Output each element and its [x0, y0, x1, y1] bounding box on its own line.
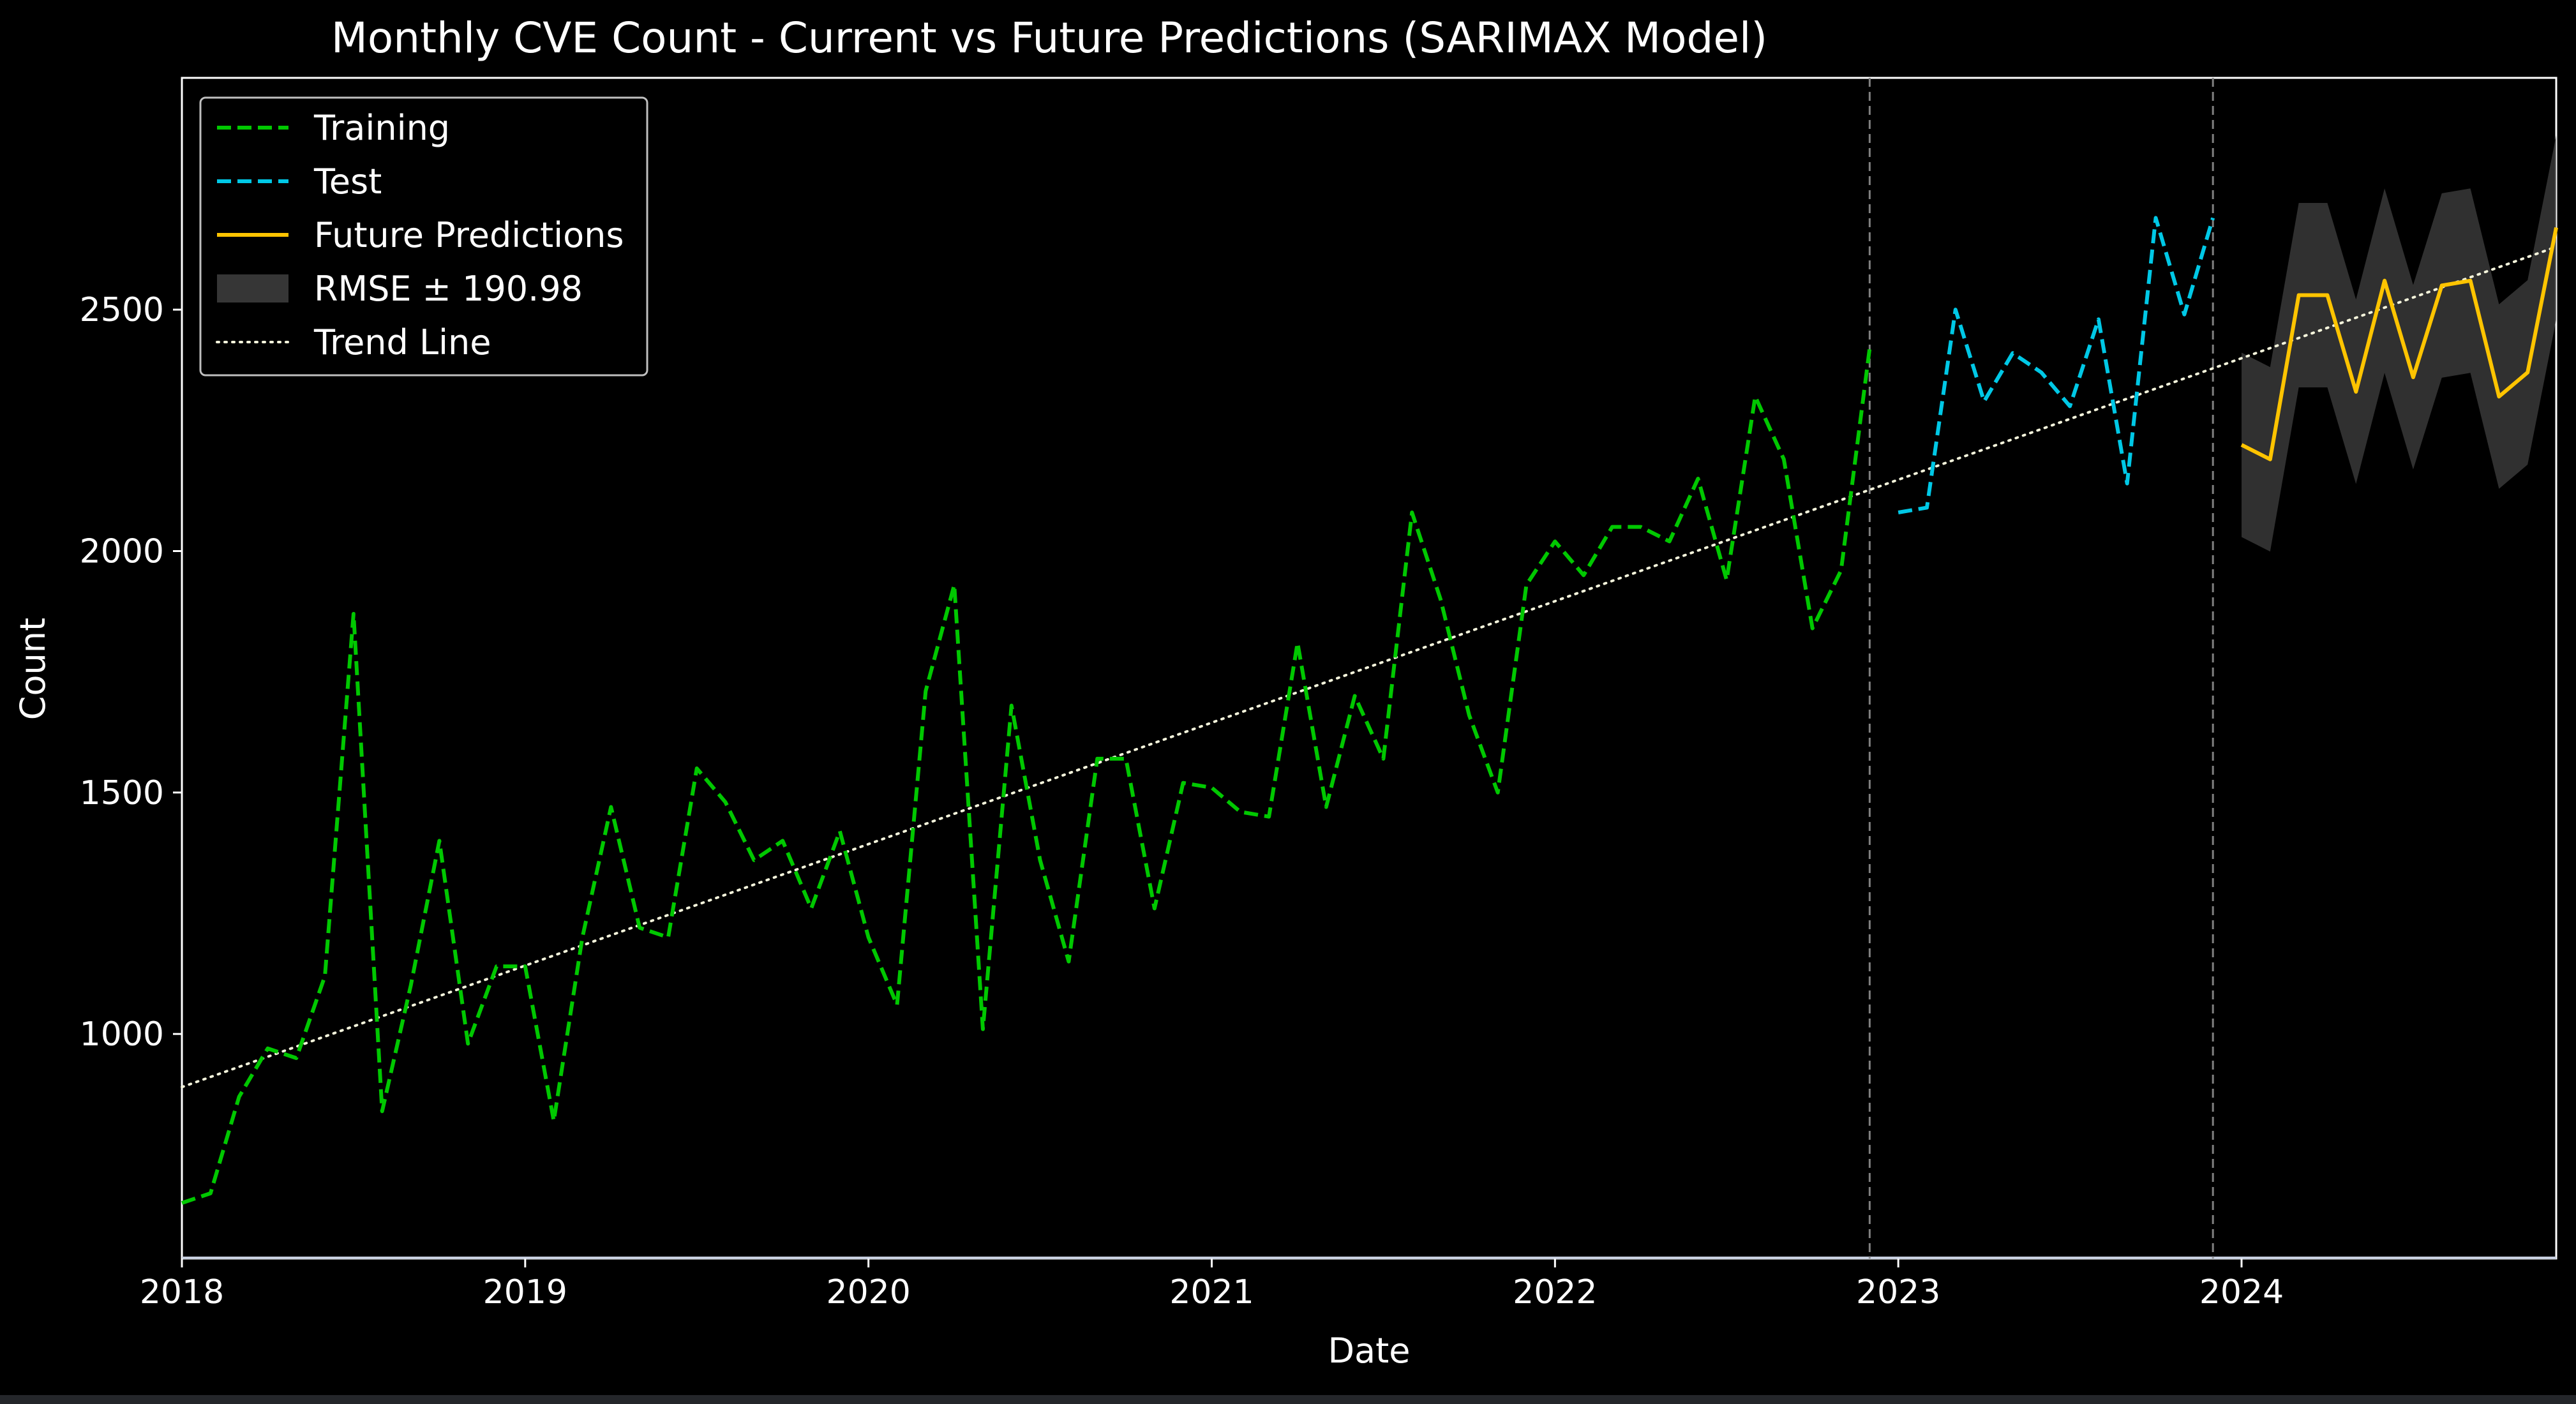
rmse-band [2241, 135, 2556, 552]
window-bottom-edge [0, 1395, 2576, 1404]
x-tick-label: 2022 [1513, 1273, 1597, 1311]
x-tick-label: 2023 [1856, 1273, 1940, 1311]
y-tick-label: 1500 [80, 774, 164, 812]
y-axis-label: Count [13, 618, 53, 720]
x-axis: 2018 2019 2020 2021 2022 2023 2024 [140, 1258, 2284, 1311]
test-series-line [1898, 216, 2215, 514]
legend-label: Trend Line [313, 322, 491, 362]
legend-label: Training [313, 108, 450, 148]
y-tick-label: 2500 [80, 291, 164, 329]
x-tick-label: 2018 [140, 1273, 224, 1311]
legend-box [199, 96, 648, 377]
x-tick-label: 2024 [2199, 1273, 2284, 1311]
legend: Training Test Future Predictions RMSE ± 190… [199, 96, 648, 377]
x-tick-label: 2020 [826, 1273, 910, 1311]
legend-label: RMSE ± 190.98 [314, 269, 583, 309]
y-tick-label: 2000 [80, 533, 164, 571]
x-tick-label: 2021 [1169, 1273, 1254, 1311]
legend-swatch [217, 274, 288, 302]
legend-label: Test [313, 161, 382, 202]
training-series-line [181, 348, 1872, 1205]
y-axis: 1000 1500 2000 2500 [80, 291, 182, 1054]
x-axis-label: Date [1328, 1331, 1410, 1371]
legend-label: Future Predictions [314, 215, 624, 255]
chart-title: Monthly CVE Count - Current vs Future Pr… [331, 13, 1767, 63]
trend-line [181, 245, 2557, 1089]
x-tick-label: 2019 [483, 1273, 567, 1311]
plot-area [181, 77, 2558, 1260]
y-tick-label: 1000 [80, 1015, 164, 1054]
future-predictions-series-line [2240, 227, 2558, 461]
